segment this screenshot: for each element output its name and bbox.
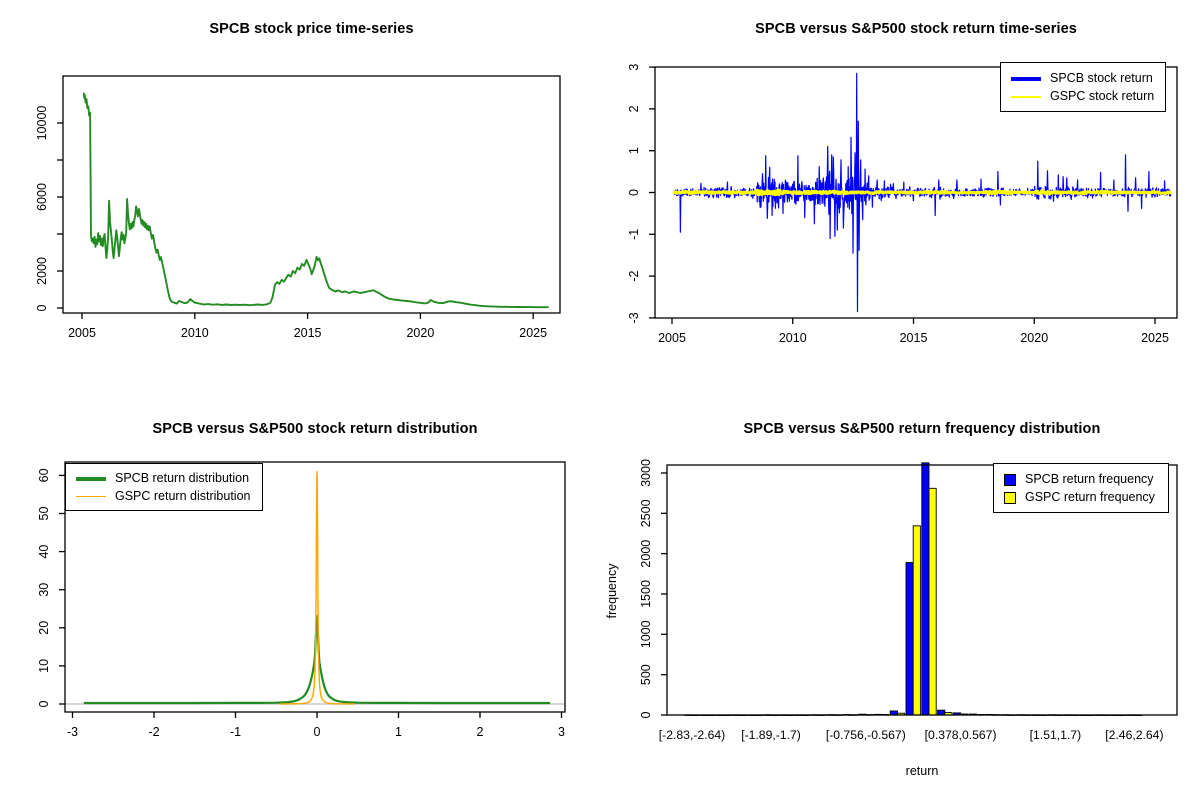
frequency-chart-canvas: 0 500 1000 1500 2000 2500 3000 [-2.83,-2.64) [-1… xyxy=(639,459,1178,742)
frequency-chart-panel: SPCB versus S&P500 return frequency dist… xyxy=(600,400,1200,800)
svg-text:1000: 1000 xyxy=(639,620,653,648)
svg-text:0: 0 xyxy=(627,189,641,196)
return-axis-label: return xyxy=(905,764,939,778)
svg-text:[2.46,2.64): [2.46,2.64) xyxy=(1105,728,1163,742)
legend-entry-spcb-return: SPCB stock return xyxy=(1011,71,1157,86)
svg-text:10: 10 xyxy=(37,659,51,673)
distribution-legend: SPCB return distribution GSPC return dis… xyxy=(65,463,263,511)
svg-text:0: 0 xyxy=(37,700,51,707)
gspc-frequency-box-swatch xyxy=(1004,491,1016,504)
svg-text:3: 3 xyxy=(558,725,565,739)
svg-text:2005: 2005 xyxy=(68,326,96,340)
svg-text:[0.378,0.567): [0.378,0.567) xyxy=(925,728,997,742)
returns-chart-title: SPCB versus S&P500 stock return time-ser… xyxy=(755,21,1077,37)
legend-label: GSPC stock return xyxy=(1050,89,1155,103)
svg-text:2: 2 xyxy=(477,725,484,739)
svg-text:60: 60 xyxy=(37,468,51,482)
svg-text:2500: 2500 xyxy=(639,499,653,527)
svg-text:2015: 2015 xyxy=(900,331,928,345)
svg-text:0: 0 xyxy=(314,725,321,739)
legend-label: SPCB stock return xyxy=(1050,71,1153,85)
svg-text:0: 0 xyxy=(639,711,653,718)
legend-entry-gspc-distribution: GSPC return distribution xyxy=(76,489,254,504)
svg-text:1: 1 xyxy=(627,147,641,154)
svg-text:3: 3 xyxy=(627,64,641,71)
price-chart-panel: SPCB stock price time-series 2005 2010 201… xyxy=(0,0,600,400)
svg-text:2020: 2020 xyxy=(1020,331,1048,345)
legend-label: GSPC return frequency xyxy=(1025,490,1155,504)
svg-text:-1: -1 xyxy=(230,725,241,739)
svg-text:1500: 1500 xyxy=(639,580,653,608)
svg-text:2000: 2000 xyxy=(35,257,49,285)
legend-entry-spcb-frequency: SPCB return frequency xyxy=(1004,472,1160,487)
legend-label: SPCB return frequency xyxy=(1025,472,1154,486)
svg-text:20: 20 xyxy=(37,621,51,635)
svg-text:2000: 2000 xyxy=(639,540,653,568)
returns-chart-canvas: 2005 2010 2015 2020 2025 -3 -2 -1 0 1 2 3 xyxy=(627,64,1178,345)
svg-text:30: 30 xyxy=(37,583,51,597)
svg-text:[-0.756,-0.567): [-0.756,-0.567) xyxy=(826,728,906,742)
svg-text:2010: 2010 xyxy=(181,326,209,340)
distribution-chart-panel: SPCB versus S&P500 stock return distribu… xyxy=(0,400,600,800)
frequency-axis-label: frequency xyxy=(605,563,619,619)
frequency-chart-title: SPCB versus S&P500 return frequency dist… xyxy=(743,421,1101,437)
svg-text:3000: 3000 xyxy=(639,459,653,487)
svg-text:2005: 2005 xyxy=(658,331,686,345)
spcb-return-line-swatch xyxy=(1011,76,1041,81)
svg-text:2: 2 xyxy=(627,105,641,112)
svg-text:2010: 2010 xyxy=(779,331,807,345)
legend-label: SPCB return distribution xyxy=(115,471,250,485)
distribution-chart-title: SPCB versus S&P500 stock return distribu… xyxy=(152,421,478,437)
svg-text:-3: -3 xyxy=(67,725,78,739)
returns-legend: SPCB stock return GSPC stock return xyxy=(1000,62,1166,112)
svg-text:-1: -1 xyxy=(627,229,641,240)
spcb-distribution-line-swatch xyxy=(76,476,106,481)
svg-text:2015: 2015 xyxy=(294,326,322,340)
frequency-legend: SPCB return frequency GSPC return freque… xyxy=(993,463,1169,513)
svg-text:2025: 2025 xyxy=(1141,331,1169,345)
svg-text:2025: 2025 xyxy=(519,326,547,340)
gspc-return-line-swatch xyxy=(1011,95,1041,98)
legend-entry-gspc-frequency: GSPC return frequency xyxy=(1004,490,1160,505)
svg-text:-2: -2 xyxy=(627,270,641,281)
legend-entry-gspc-return: GSPC stock return xyxy=(1011,89,1157,104)
svg-text:0: 0 xyxy=(35,304,49,311)
price-chart-title: SPCB stock price time-series xyxy=(209,21,414,37)
svg-text:[1.51,1.7): [1.51,1.7) xyxy=(1030,728,1082,742)
svg-text:500: 500 xyxy=(639,664,653,685)
legend-entry-spcb-distribution: SPCB return distribution xyxy=(76,471,254,486)
svg-text:10000: 10000 xyxy=(35,106,49,141)
svg-text:[-2.83,-2.64): [-2.83,-2.64) xyxy=(659,728,725,742)
returns-chart-panel: SPCB versus S&P500 stock return time-ser… xyxy=(600,0,1200,400)
gspc-distribution-line-swatch xyxy=(76,495,106,498)
svg-text:-3: -3 xyxy=(627,312,641,323)
svg-text:[-1.89,-1.7): [-1.89,-1.7) xyxy=(741,728,801,742)
price-chart-canvas: 2005 2010 2015 2020 2025 0 2000 6000 10000 xyxy=(35,75,561,340)
svg-text:-2: -2 xyxy=(148,725,159,739)
legend-label: GSPC return distribution xyxy=(115,489,251,503)
svg-text:6000: 6000 xyxy=(35,183,49,211)
svg-text:40: 40 xyxy=(37,545,51,559)
svg-text:1: 1 xyxy=(395,725,402,739)
spcb-frequency-box-swatch xyxy=(1004,473,1016,486)
svg-text:50: 50 xyxy=(37,507,51,521)
svg-text:2020: 2020 xyxy=(406,326,434,340)
